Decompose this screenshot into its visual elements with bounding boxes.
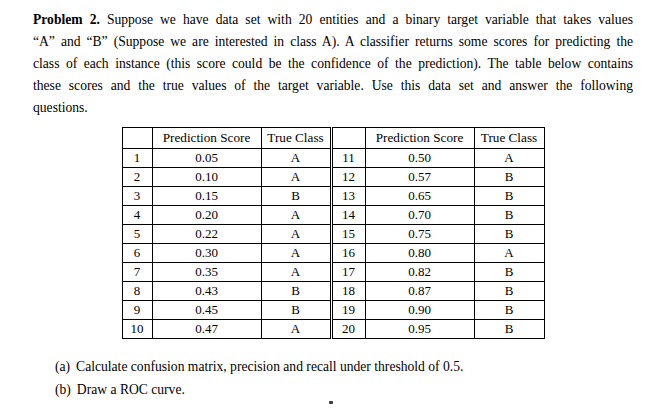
column-header: Prediction Score <box>365 128 474 149</box>
true-class-cell: B <box>261 282 331 301</box>
table-row: 100.47A200.95B <box>122 320 544 339</box>
document-page: Problem 2. Suppose we have data set with… <box>0 0 665 410</box>
row-index-cell: 19 <box>331 301 365 320</box>
true-class-cell: A <box>261 320 331 339</box>
column-header: Prediction Score <box>152 128 261 149</box>
prediction-score-cell: 0.10 <box>152 168 261 187</box>
prediction-score-cell: 0.75 <box>365 225 474 244</box>
prediction-score-cell: 0.70 <box>365 206 474 225</box>
prediction-score-cell: 0.47 <box>152 320 261 339</box>
column-header: True Class <box>261 128 331 149</box>
stray-dot <box>329 401 333 404</box>
problem-label: Problem 2. <box>33 12 100 27</box>
table-row: 40.20A140.70B <box>122 206 544 225</box>
true-class-cell: B <box>474 263 544 282</box>
true-class-cell: A <box>261 225 331 244</box>
question-label: (a) <box>55 355 70 378</box>
table-row: 60.30A160.80A <box>122 244 544 263</box>
true-class-cell: B <box>261 187 331 206</box>
prediction-score-cell: 0.45 <box>152 301 261 320</box>
row-index-cell: 12 <box>331 168 365 187</box>
prediction-score-cell: 0.43 <box>152 282 261 301</box>
table-row: 90.45B190.90B <box>122 301 544 320</box>
true-class-cell: A <box>261 168 331 187</box>
true-class-cell: A <box>261 149 331 168</box>
true-class-cell: B <box>474 225 544 244</box>
prediction-score-cell: 0.90 <box>365 301 474 320</box>
prediction-score-cell: 0.20 <box>152 206 261 225</box>
questions-list: (a) Calculate confusion matrix, precision… <box>55 355 633 401</box>
question-item-a: (a) Calculate confusion matrix, precision… <box>55 355 633 378</box>
question-text: Calculate confusion matrix, precision an… <box>76 359 463 374</box>
prediction-score-cell: 0.15 <box>152 187 261 206</box>
true-class-cell: B <box>474 187 544 206</box>
row-index-cell: 20 <box>331 320 365 339</box>
column-header <box>122 128 152 149</box>
row-index-cell: 7 <box>122 263 152 282</box>
true-class-cell: B <box>261 301 331 320</box>
prediction-score-cell: 0.65 <box>365 187 474 206</box>
true-class-cell: A <box>474 244 544 263</box>
row-index-cell: 5 <box>122 225 152 244</box>
table-row: 50.22A150.75B <box>122 225 544 244</box>
question-label: (b) <box>55 378 71 401</box>
prediction-score-cell: 0.30 <box>152 244 261 263</box>
row-index-cell: 13 <box>331 187 365 206</box>
prediction-score-cell: 0.95 <box>365 320 474 339</box>
row-index-cell: 9 <box>122 301 152 320</box>
row-index-cell: 11 <box>331 149 365 168</box>
prediction-score-cell: 0.57 <box>365 168 474 187</box>
table-row: 80.43B180.87B <box>122 282 544 301</box>
true-class-cell: A <box>474 149 544 168</box>
true-class-cell: A <box>261 263 331 282</box>
paragraph-line: these scores and the true values of the … <box>33 75 633 97</box>
true-class-cell: B <box>474 301 544 320</box>
row-index-cell: 3 <box>122 187 152 206</box>
prediction-score-cell: 0.82 <box>365 263 474 282</box>
true-class-cell: A <box>261 206 331 225</box>
table-row: 70.35A170.82B <box>122 263 544 282</box>
row-index-cell: 6 <box>122 244 152 263</box>
true-class-cell: B <box>474 168 544 187</box>
prediction-score-cell: 0.80 <box>365 244 474 263</box>
prediction-score-cell: 0.87 <box>365 282 474 301</box>
paragraph-line: class of each instance (this score could… <box>33 53 633 75</box>
paragraph-text: Suppose we have data set with 20 entitie… <box>107 12 633 27</box>
problem-statement: Problem 2. Suppose we have data set with… <box>33 9 633 119</box>
true-class-cell: B <box>474 320 544 339</box>
question-text: Draw a ROC curve. <box>77 382 185 397</box>
row-index-cell: 4 <box>122 206 152 225</box>
paragraph-line: Problem 2. Suppose we have data set with… <box>33 9 633 31</box>
row-index-cell: 17 <box>331 263 365 282</box>
prediction-score-cell: 0.50 <box>365 149 474 168</box>
row-index-cell: 1 <box>122 149 152 168</box>
paragraph-line: questions. <box>33 97 633 119</box>
row-index-cell: 15 <box>331 225 365 244</box>
column-header: True Class <box>474 128 544 149</box>
table-row: 30.15B130.65B <box>122 187 544 206</box>
table-row: 20.10A120.57B <box>122 168 544 187</box>
question-item-b: (b) Draw a ROC curve. <box>55 378 633 401</box>
row-index-cell: 16 <box>331 244 365 263</box>
paragraph-line: “A” and “B” (Suppose we are interested i… <box>33 31 633 53</box>
prediction-score-cell: 0.35 <box>152 263 261 282</box>
true-class-cell: A <box>261 244 331 263</box>
row-index-cell: 2 <box>122 168 152 187</box>
column-header <box>331 128 365 149</box>
prediction-score-cell: 0.05 <box>152 149 261 168</box>
prediction-score-cell: 0.22 <box>152 225 261 244</box>
row-index-cell: 18 <box>331 282 365 301</box>
true-class-cell: B <box>474 282 544 301</box>
scores-table: Prediction ScoreTrue ClassPrediction Sco… <box>122 127 545 339</box>
row-index-cell: 10 <box>122 320 152 339</box>
row-index-cell: 14 <box>331 206 365 225</box>
row-index-cell: 8 <box>122 282 152 301</box>
true-class-cell: B <box>474 206 544 225</box>
table-header-row: Prediction ScoreTrue ClassPrediction Sco… <box>122 128 544 149</box>
table-row: 10.05A110.50A <box>122 149 544 168</box>
